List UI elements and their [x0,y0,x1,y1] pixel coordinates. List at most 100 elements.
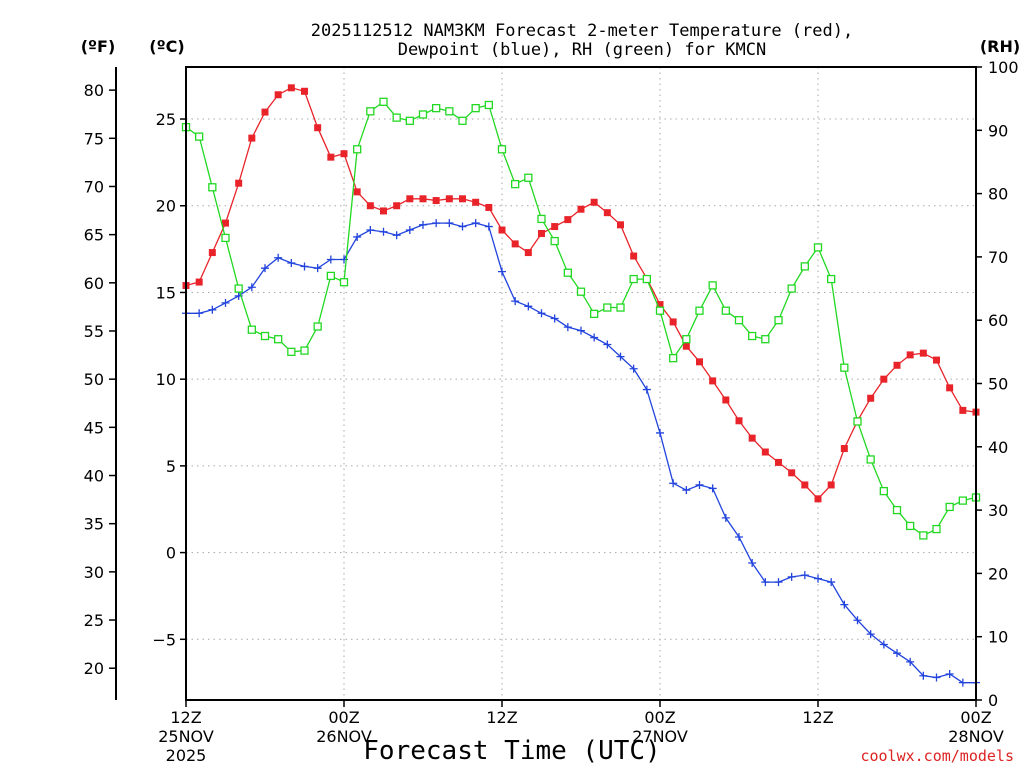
dewpoint-point [708,484,717,493]
x-tick-label-time: 00Z [328,708,359,727]
temperature-point [538,229,545,237]
temperature-point [761,448,769,456]
dewpoint-point [787,572,796,581]
x-axis-title: Forecast Time (UTC) [363,736,660,766]
temperature-point [287,84,295,92]
dewpoint-point [919,671,928,680]
rh-point [682,335,691,344]
temperature-point [366,202,374,210]
x-tick-label-date: 28NOV [948,727,1004,746]
celsius-tick-label: −5 [152,630,176,649]
x-tick-label-date: 26NOV [316,727,372,746]
rh-point [919,531,928,540]
fahrenheit-tick-label: 30 [84,563,104,582]
rh-point [787,284,796,293]
temperature-point [564,216,572,224]
temperature-point [314,124,322,132]
rh-point [432,103,441,113]
rh-point [274,335,283,344]
temperature-point [946,384,954,392]
rh-point [247,325,256,334]
temperature-point [261,108,269,116]
dewpoint-point [300,262,309,271]
dewpoint-point [682,486,691,495]
rh-point [603,303,612,312]
axis-ticks: −505101520252025303540455055606570758001… [84,58,1019,765]
rh-tick-label: 80 [988,185,1008,204]
temperature-point [840,445,848,453]
dewpoint-point [906,657,915,666]
rh-point [445,107,454,116]
rh-tick-label: 10 [988,628,1008,647]
temperature-point [380,207,387,215]
dewpoint-point [616,352,625,361]
x-tick-label-date: 25NOV [158,727,214,746]
plot-frame [185,66,977,701]
dewpoint-point [945,669,954,678]
dewpoint-point [484,222,493,231]
dewpoint-point [748,558,757,567]
grid-lines [186,67,976,700]
temperature-point [867,394,875,402]
celsius-tick-label: 10 [156,370,176,389]
dewpoint-point [471,219,480,228]
rh-point [208,183,217,192]
rh-point [326,271,335,281]
rh-point [405,116,414,125]
rh-tick-label: 70 [988,248,1008,267]
temperature-point [906,351,914,359]
rh-point [234,284,243,293]
rh-point [774,316,783,325]
rh-tick-label: 30 [988,501,1008,520]
rh-point [195,132,204,141]
rh-point [458,116,467,125]
rh-point [471,103,480,113]
dewpoint-point [721,513,730,522]
rh-point [945,502,954,512]
rh-point [313,322,322,331]
dewpoint-point [498,267,506,276]
rh-point [287,347,296,357]
dewpoint-point [195,309,204,318]
temperature-point [617,221,624,229]
rh-point [827,274,836,284]
temperature-point [327,153,335,161]
temperature-point [274,91,282,99]
dewpoint-point [577,326,585,335]
fahrenheit-tick-label: 70 [84,177,104,196]
temperature-point [880,375,888,383]
dewpoint-point [735,532,743,541]
fahrenheit-tick-label: 55 [84,322,104,341]
temperature-point [340,150,348,158]
credit-text: coolwx.com/models [860,747,1014,765]
dewpoint-point [827,578,836,587]
rh-point [300,346,309,355]
rh-tick-label: 50 [988,375,1008,394]
celsius-tick-label: 15 [156,283,176,302]
rh-point [260,331,270,341]
temperature-point [959,406,967,414]
x-tick-label-time: 00Z [644,708,675,727]
rh-point [484,100,493,110]
x-tick-label-time: 00Z [960,708,991,727]
dewpoint-point [208,305,217,314]
dewpoint-point [326,255,335,264]
fahrenheit-tick-label: 35 [84,515,104,534]
x-tick-label-date: 27NOV [632,727,688,746]
dewpoint-point [221,298,230,307]
temperature-point [827,481,835,489]
temperature-point [406,195,414,203]
rh-tick-label: 40 [988,438,1008,457]
fahrenheit-tick-label: 60 [84,274,104,293]
temperature-point [893,361,901,369]
dewpoint-point [629,364,638,373]
rh-point [879,486,888,496]
rh-point [221,233,230,243]
temperature-point [551,223,559,231]
rh-point [537,214,546,224]
dewpoint-point [853,616,862,625]
temperature-point [472,198,480,206]
temperature-point [933,356,940,364]
fahrenheit-unit-label: (ºF) [81,37,116,56]
